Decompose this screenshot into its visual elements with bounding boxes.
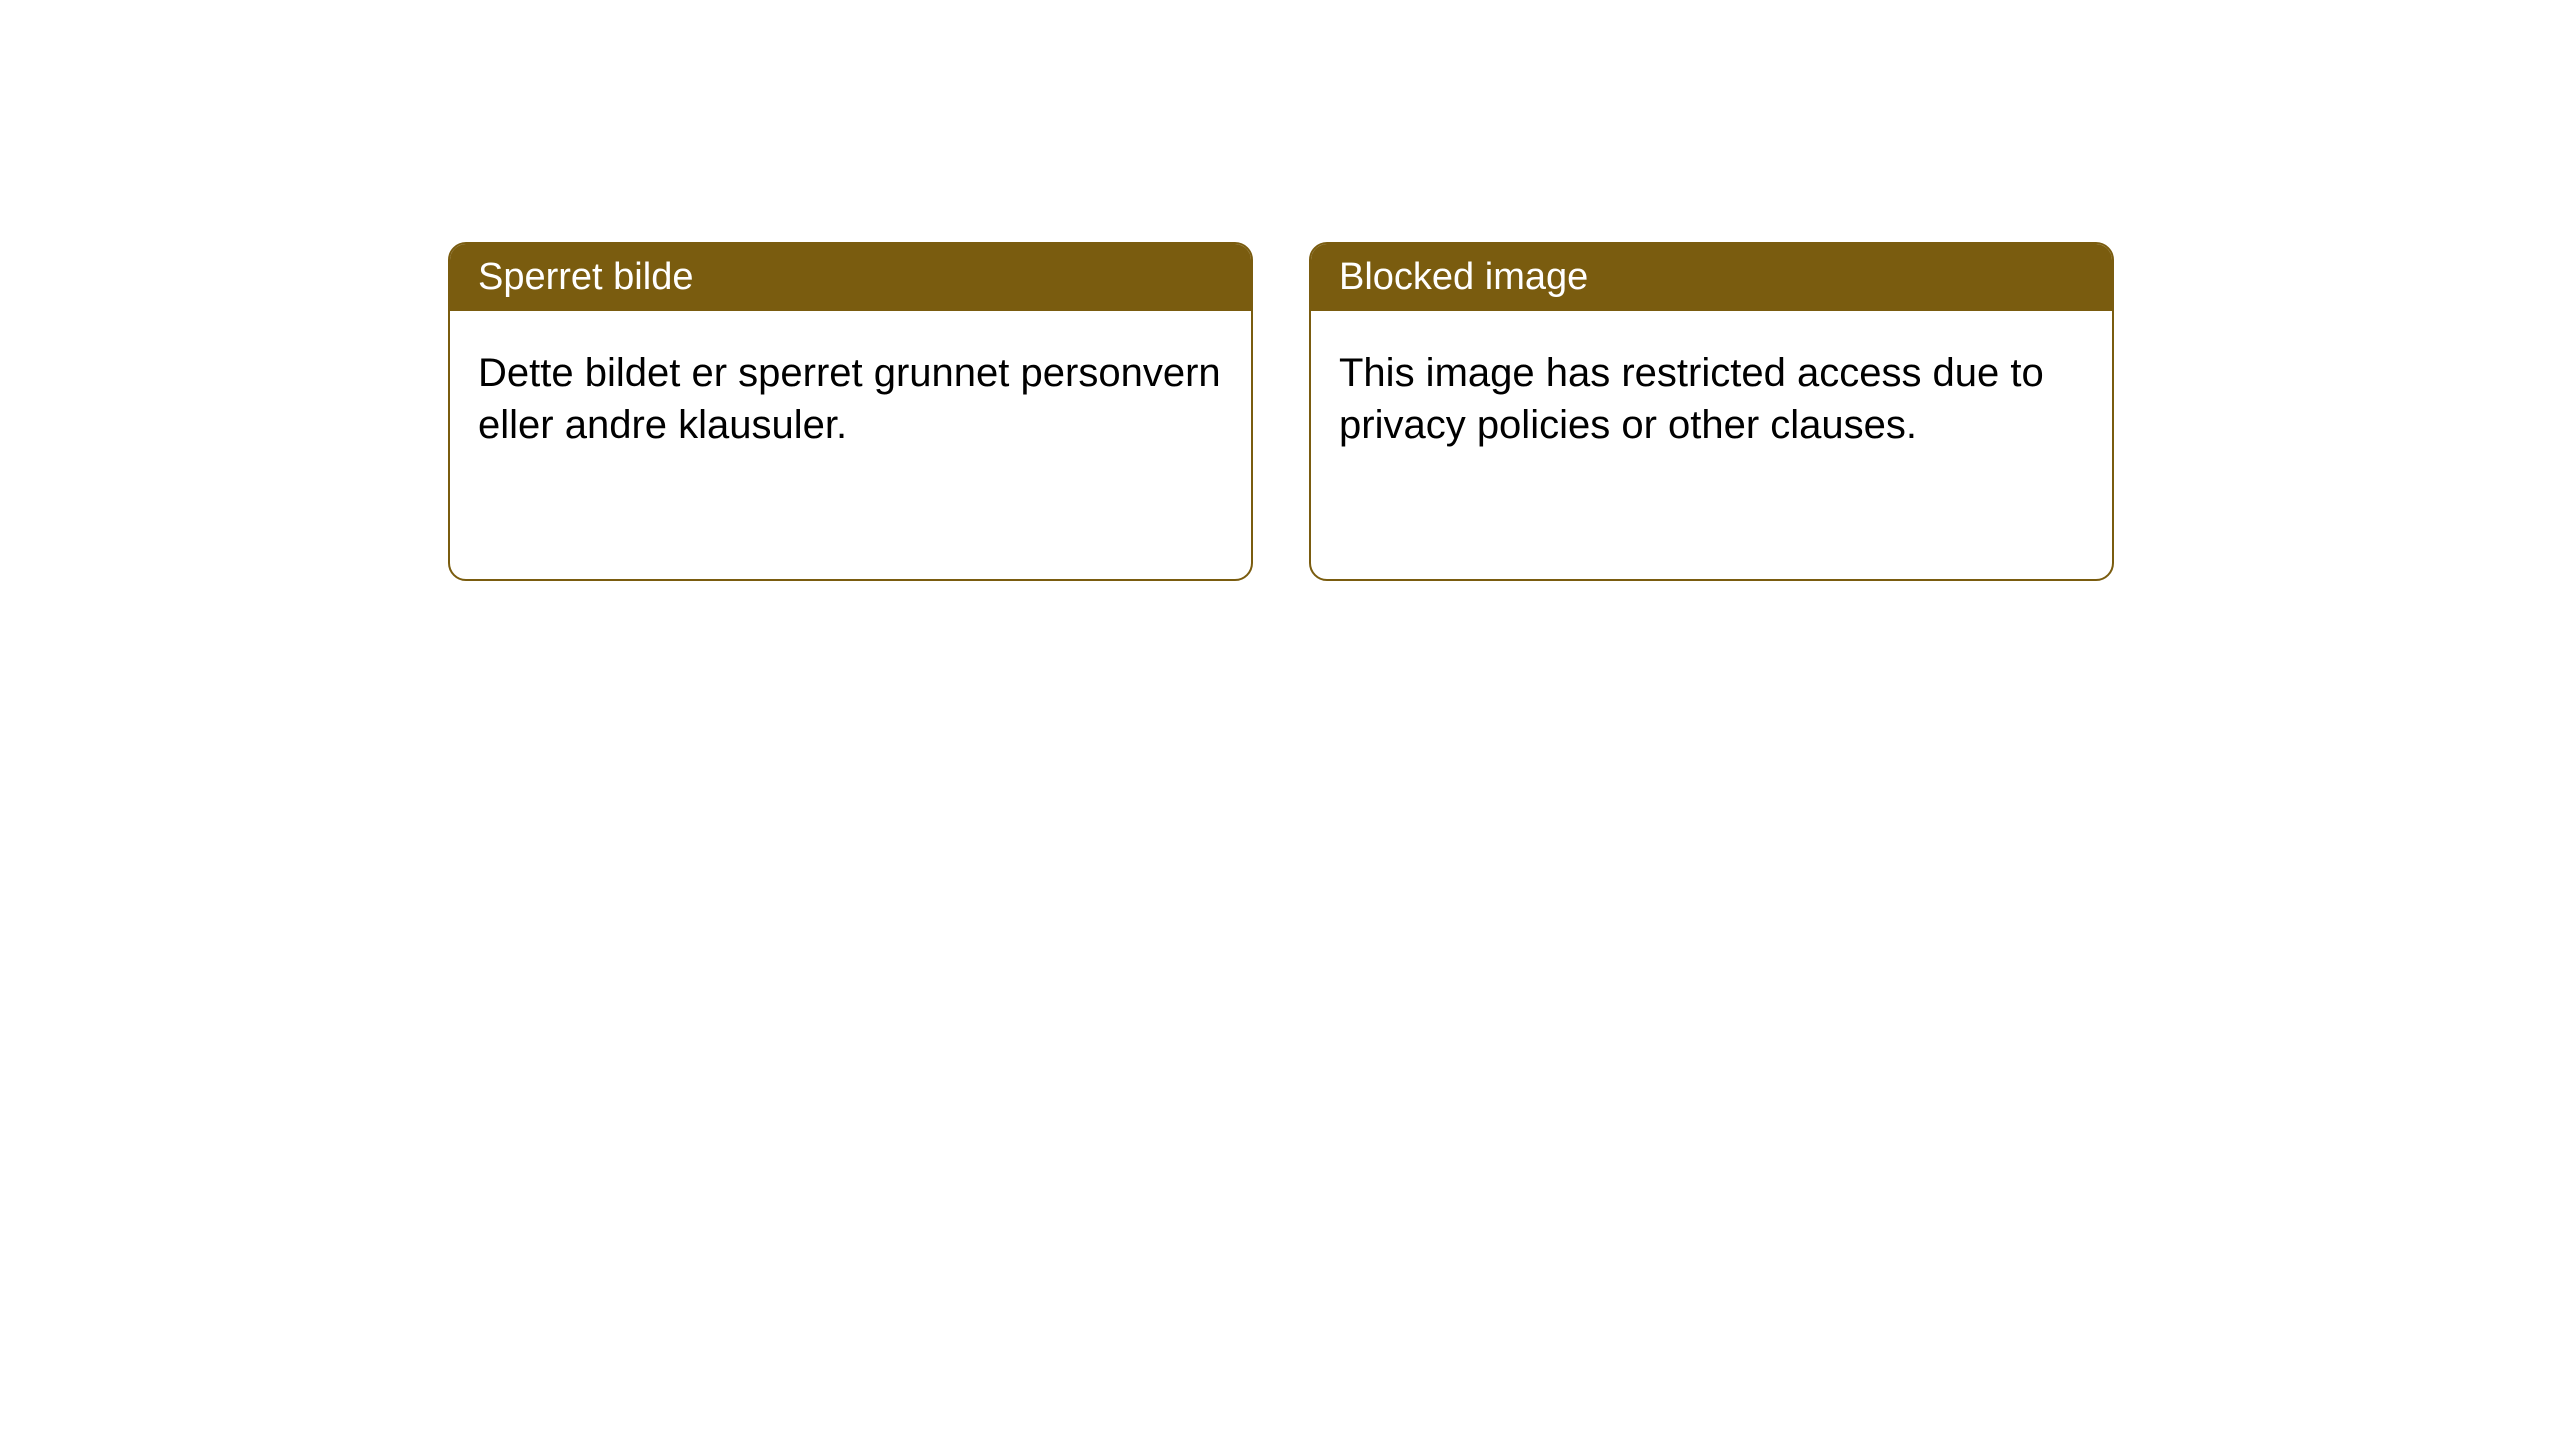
blocked-image-cards: Sperret bilde Dette bildet er sperret gr…: [448, 242, 2560, 581]
card-title: Sperret bilde: [450, 244, 1251, 311]
card-title: Blocked image: [1311, 244, 2112, 311]
card-body: Dette bildet er sperret grunnet personve…: [450, 311, 1251, 487]
blocked-image-card-en: Blocked image This image has restricted …: [1309, 242, 2114, 581]
blocked-image-card-no: Sperret bilde Dette bildet er sperret gr…: [448, 242, 1253, 581]
card-body: This image has restricted access due to …: [1311, 311, 2112, 487]
